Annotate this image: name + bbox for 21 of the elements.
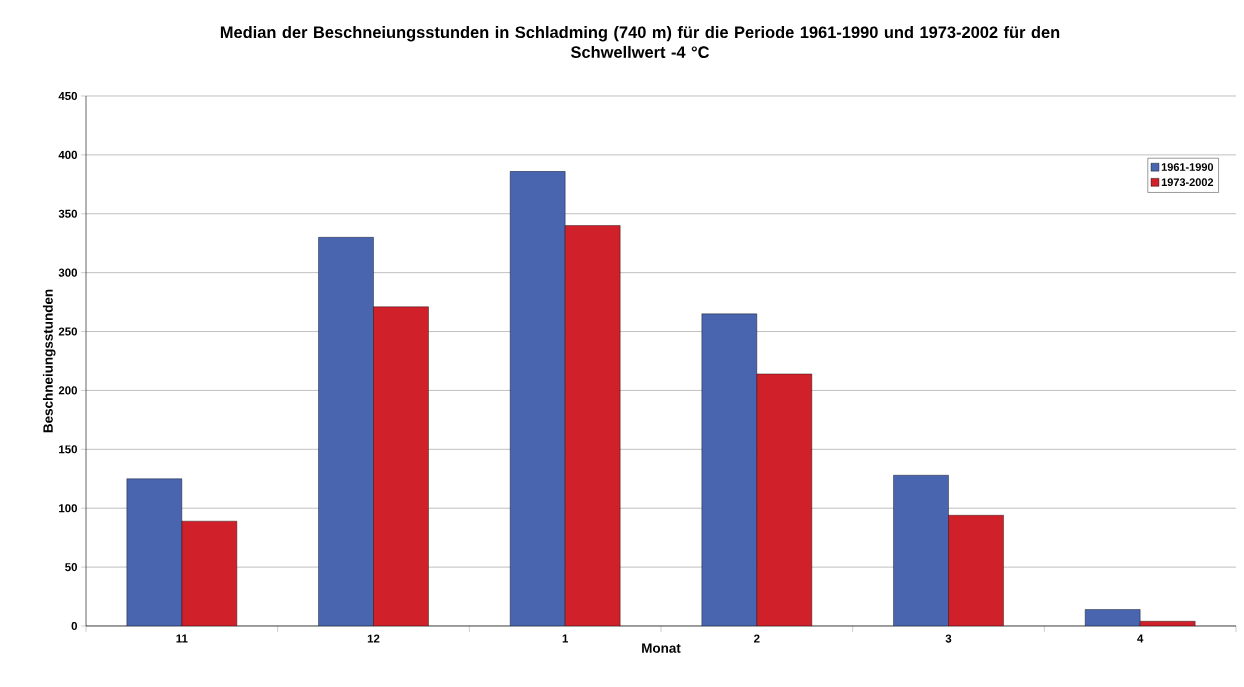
- x-tick-label: 1: [562, 634, 569, 643]
- y-tick-label: 350: [58, 209, 78, 218]
- y-tick-label: 400: [58, 150, 78, 159]
- y-tick-label: 100: [59, 504, 78, 513]
- chart-title: Median der Beschneiungsstunden in Schladming (740 m) für die Periode 1961-1990 und 1973-2002 für den Schwellwert -4 °C: [220, 26, 1060, 58]
- x-tick-label: 3: [945, 634, 952, 643]
- y-tick-label: 150: [59, 445, 78, 454]
- y-tick-label: 300: [58, 268, 78, 277]
- x-axis-title: Monat: [642, 643, 681, 653]
- x-tick-label: 11: [176, 634, 188, 643]
- y-axis-title: Beschneiungsstunden: [42, 289, 56, 433]
- y-tick-label: 250: [58, 327, 78, 336]
- y-tick-label: 200: [58, 386, 78, 395]
- y-tick-label: 450: [58, 91, 78, 101]
- x-tick-label: 12: [367, 634, 380, 643]
- y-tick-label: 50: [65, 563, 78, 572]
- x-tick-label: 4: [1137, 634, 1144, 643]
- y-tick-label: 0: [71, 621, 78, 631]
- x-tick-label: 2: [754, 634, 760, 643]
- legend-label: 1961-1990: [1161, 163, 1214, 171]
- legend-label: 1973-2002: [1161, 178, 1214, 187]
